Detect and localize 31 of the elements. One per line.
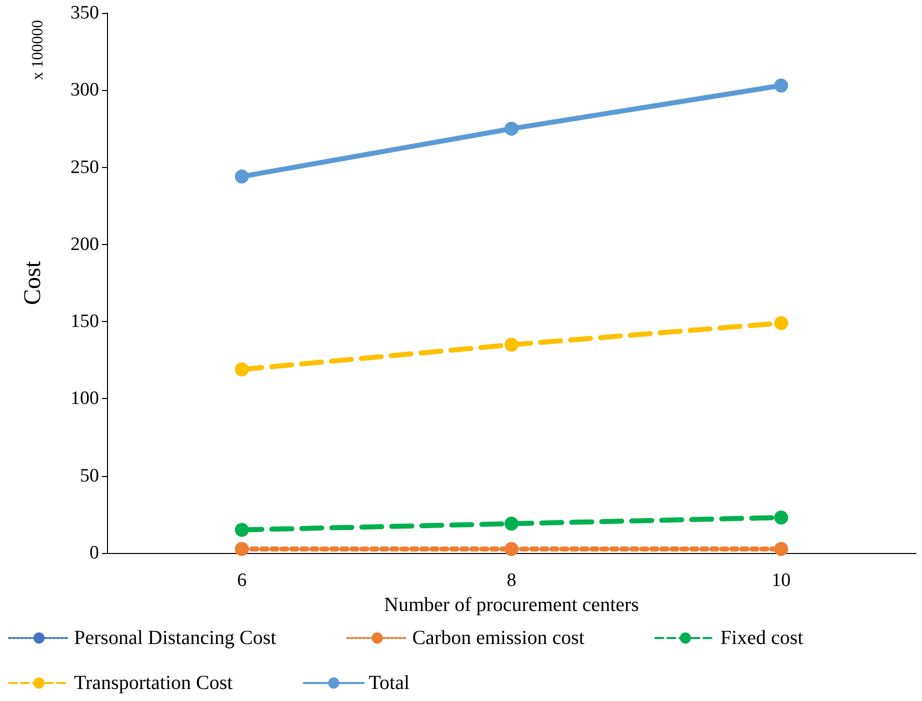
y-axis-title: Cost [20, 260, 46, 306]
point [234, 170, 249, 184]
point [504, 516, 518, 531]
y-tick-label: 50 [80, 465, 99, 486]
point [774, 78, 788, 93]
point [774, 542, 788, 556]
y-tick-label: 300 [70, 80, 99, 101]
point [234, 542, 249, 556]
legend-label: Transportation Cost [74, 672, 234, 694]
point [774, 510, 788, 525]
y-tick-label: 150 [70, 311, 99, 332]
legend-label: Carbon emission cost [412, 627, 585, 649]
x-tick-label: 6 [237, 570, 247, 591]
point [234, 362, 249, 376]
x-axis-title: Number of procurement centers [384, 594, 640, 616]
y-tick-label: 0 [90, 542, 99, 564]
point [504, 338, 518, 352]
point [774, 316, 788, 330]
legend-label: Total [368, 672, 410, 694]
x-tick-label: 10 [772, 570, 791, 591]
legend-label: Personal Distancing Cost [74, 627, 277, 649]
y-tick-label: 250 [70, 156, 99, 178]
point [504, 542, 518, 556]
y-tick-label: 200 [70, 234, 99, 255]
y-tick-label: 100 [70, 388, 99, 410]
y-tick-label: 350 [70, 2, 99, 24]
text: x 100000 [30, 20, 46, 80]
x-tick-label: 8 [506, 570, 516, 591]
point [234, 522, 249, 537]
legend-label: Fixed cost [720, 627, 804, 649]
point [504, 122, 518, 136]
